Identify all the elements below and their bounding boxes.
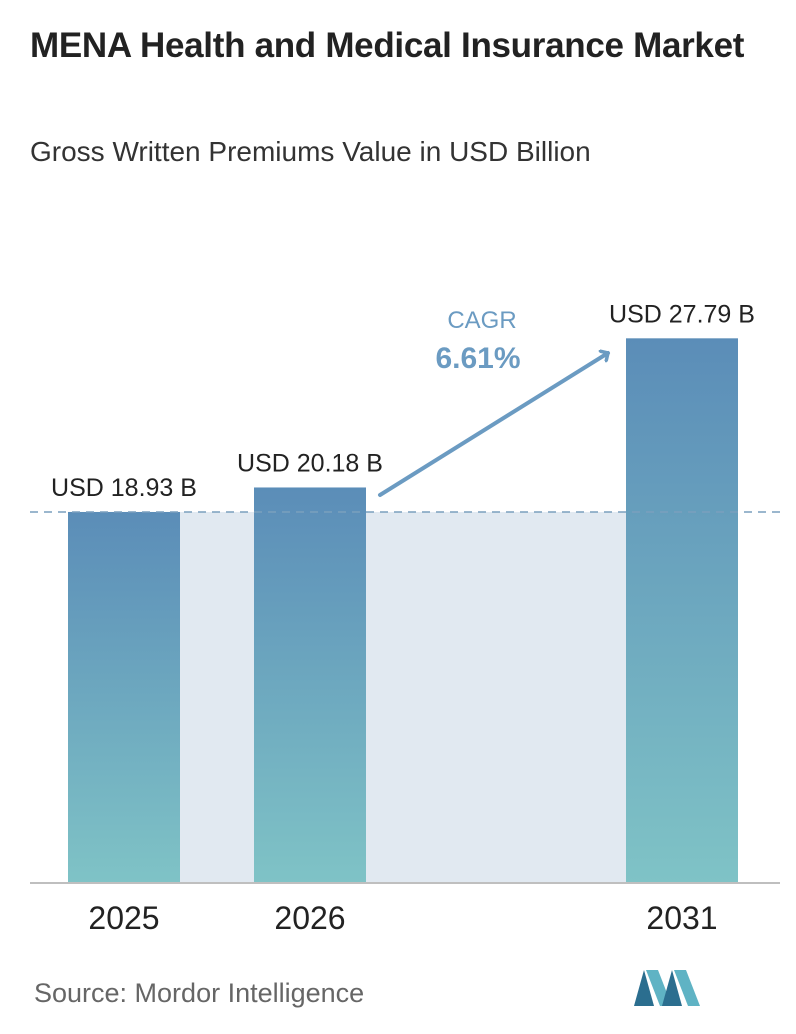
cagr-label: CAGR [447,307,516,334]
mordor-intelligence-logo-icon [632,966,702,1015]
x-tick-label-2031: 2031 [646,900,717,936]
bar-2031 [626,338,738,883]
bar-2025 [68,511,180,883]
data-label-2031: USD 27.79 B [609,300,755,328]
data-label-2026: USD 20.18 B [237,449,383,477]
data-label-2025: USD 18.93 B [51,474,197,502]
bar-2026 [254,487,366,883]
chart-subtitle: Gross Written Premiums Value in USD Bill… [30,136,591,167]
x-tick-label-2025: 2025 [88,900,159,936]
x-tick-label-2026: 2026 [274,900,345,936]
source-text: Source: Mordor Intelligence [34,978,365,1008]
cagr-arrow [378,353,610,497]
labels-layer: USD 18.93 B 2025 USD 20.18 B 2026 USD 27.79 … [51,300,755,936]
bar-chart: CAGR 6.61% USD 18.93 B 2025 USD 20.18 B 202… [30,300,780,936]
chart-title: MENA Health and Medical Insurance Market [30,26,745,65]
cagr-value: 6.61% [435,342,520,375]
bars-layer [68,338,738,883]
